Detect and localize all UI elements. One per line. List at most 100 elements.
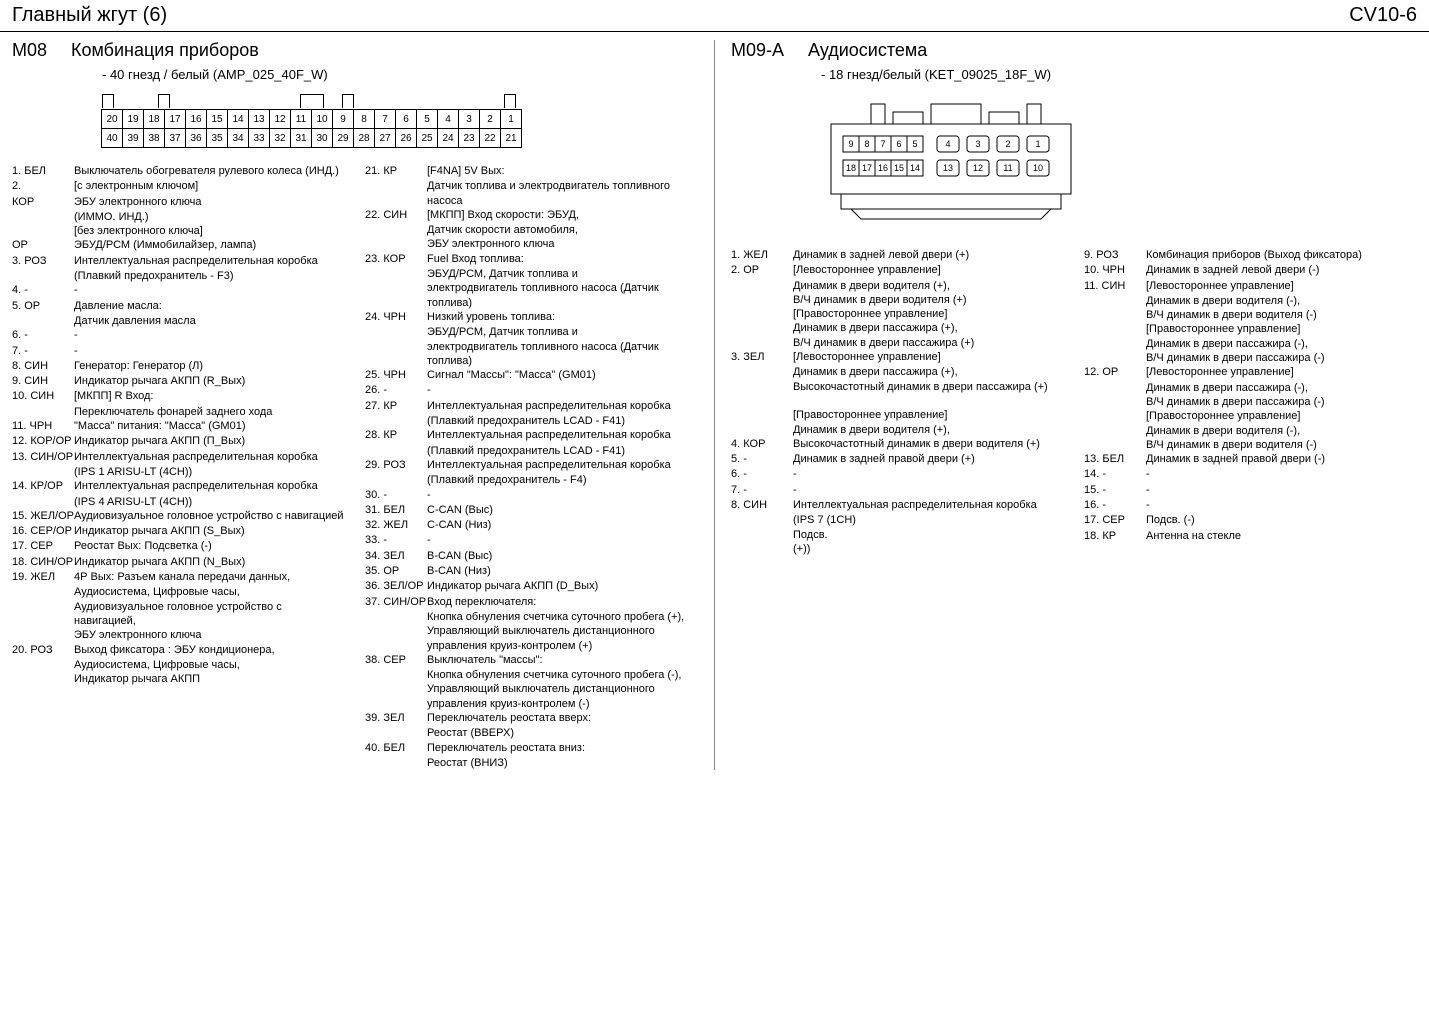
pin-row: 8. СИНИнтеллектуальная распределительная…	[731, 498, 1064, 512]
main: M08 Комбинация приборов - 40 гнезд / бел…	[0, 32, 1429, 778]
pin-num: 15. ЖЕЛ/ОР	[12, 509, 74, 523]
pin-desc: Индикатор рычага АКПП (R_Вых)	[74, 374, 345, 388]
pin-desc: [Левостороннее управление]	[793, 263, 1064, 277]
conn-cell: 14	[227, 109, 249, 129]
pin-num: 10. СИН	[12, 389, 74, 403]
pin-cont: Управляющий выключатель дистанционного	[427, 624, 698, 638]
pin-num: 1. БЕЛ	[12, 164, 74, 178]
conn-cell: 34	[227, 128, 249, 148]
pin-num: 1. ЖЕЛ	[731, 248, 793, 262]
pin-num: 5. ОР	[12, 299, 74, 313]
pin-num: 12. ОР	[1084, 365, 1146, 379]
pin-row: 27. КРИнтеллектуальная распределительная…	[365, 399, 698, 413]
pin-row: 15. --	[1084, 483, 1417, 497]
pin-row: 17. СЕРРеостат Вых: Подсветка (-)	[12, 539, 345, 553]
conn-cell: 33	[248, 128, 270, 148]
pin-row: 35. ОРB-CAN (Низ)	[365, 564, 698, 578]
conn-row1: 2019181716151413121110987654321	[102, 110, 698, 129]
svg-text:4: 4	[945, 139, 950, 149]
pin-num: 6. -	[12, 328, 74, 342]
pin-desc: Выключатель "массы":	[427, 653, 698, 667]
svg-text:15: 15	[894, 163, 904, 173]
pin-row: 8. СИНГенератор: Генератор (Л)	[12, 359, 345, 373]
pin-desc: Вход переключателя:	[427, 595, 698, 609]
pin-desc: -	[1146, 498, 1417, 512]
pin-desc: -	[1146, 483, 1417, 497]
pin-num: 4. -	[12, 283, 74, 297]
pin-desc: Аудиовизуальное головное устройство с на…	[74, 509, 345, 523]
conn-cell: 2	[479, 109, 501, 129]
pin-num: 26. -	[365, 383, 427, 397]
pin-num: 13. БЕЛ	[1084, 452, 1146, 466]
pin-desc: -	[427, 533, 698, 547]
m08-id: M08	[12, 40, 47, 61]
pin-row: 4. КОРВысокочастотный динамик в двери во…	[731, 437, 1064, 451]
svg-text:8: 8	[864, 139, 869, 149]
conn-cell: 19	[122, 109, 144, 129]
pin-num: 24. ЧРН	[365, 310, 427, 324]
pin-cont: В/Ч динамик в двери водителя (+)	[793, 293, 1064, 307]
pin-cont: Переключатель фонарей заднего хода	[74, 405, 345, 419]
pin-desc: B-CAN (Выс)	[427, 549, 698, 563]
pin-num: 6. -	[731, 467, 793, 481]
pin-desc: -	[1146, 467, 1417, 481]
pin-num: 39. ЗЕЛ	[365, 711, 427, 725]
pin-cont	[793, 394, 1064, 408]
pin-cont: Датчик скорости автомобиля,	[427, 223, 698, 237]
pin-cont: Динамик в двери водителя (-),	[1146, 294, 1417, 308]
m08-sub: - 40 гнезд / белый (AMP_025_40F_W)	[102, 67, 698, 82]
conn-cell: 29	[332, 128, 354, 148]
pin-row: 38. СЕРВыключатель "массы":	[365, 653, 698, 667]
conn-cell: 6	[395, 109, 417, 129]
pin-cont: [без электронного ключа]	[74, 224, 345, 238]
pin-row: 18. СИН/ОРИндикатор рычага АКПП (N_Вых)	[12, 555, 345, 569]
pin-cont: (ИММО. ИНД.)	[74, 210, 345, 224]
m09a-pins-left: 1. ЖЕЛДинамик в задней левой двери (+)2.…	[731, 248, 1064, 556]
pin-desc: Динамик в задней левой двери (+)	[793, 248, 1064, 262]
pin-num: 21. КР	[365, 164, 427, 178]
pin-desc: Высокочастотный динамик в двери водителя…	[793, 437, 1064, 451]
conn-cell: 12	[269, 109, 291, 129]
conn-cell: 28	[353, 128, 375, 148]
pin-row: 29. РОЗИнтеллектуальная распределительна…	[365, 458, 698, 472]
conn-cell: 24	[437, 128, 459, 148]
conn-cell: 16	[185, 109, 207, 129]
svg-text:3: 3	[975, 139, 980, 149]
pin-cont: (Плавкий предохранитель - F4)	[427, 473, 698, 487]
pin-desc: -	[74, 344, 345, 358]
svg-text:17: 17	[862, 163, 872, 173]
conn-cell: 36	[185, 128, 207, 148]
m09a-header: M09-A Аудиосистема	[731, 40, 1417, 61]
pin-desc: [F4NA] 5V Вых:	[427, 164, 698, 178]
conn-cell: 5	[416, 109, 438, 129]
svg-text:2: 2	[1005, 139, 1010, 149]
conn-cell: 18	[143, 109, 165, 129]
pin-num: 34. ЗЕЛ	[365, 549, 427, 563]
pin-cont: [Правостороннее управление]	[793, 307, 1064, 321]
pin-num: 3. ЗЕЛ	[731, 350, 793, 364]
conn-cell: 20	[101, 109, 123, 129]
conn-row2: 4039383736353433323130292827262524232221	[102, 129, 698, 148]
page-header: Главный жгут (6) CV10-6	[0, 0, 1429, 32]
pin-cont: Динамик в двери пассажира (+),	[793, 321, 1064, 335]
pin-cont: В/Ч динамик в двери водителя (-)	[1146, 308, 1417, 322]
pin-desc: 4Р Вых: Разъем канала передачи данных,	[74, 570, 345, 584]
m08-pins-right: 21. КР[F4NA] 5V Вых:Датчик топлива и эле…	[365, 164, 698, 770]
pin-desc: Низкий уровень топлива:	[427, 310, 698, 324]
pin-desc: Антенна на стекле	[1146, 529, 1417, 543]
pin-cont: Динамик в двери пассажира (-),	[1146, 337, 1417, 351]
pin-cont: ЭБУД/РСМ, Датчик топлива и	[427, 267, 698, 281]
pin-cont: электродвигатель топливного насоса (Датч…	[427, 340, 698, 369]
pin-cont: управления круиз-контролем (-)	[427, 697, 698, 711]
pin-desc: Интеллектуальная распределительная короб…	[427, 399, 698, 413]
svg-text:13: 13	[943, 163, 953, 173]
pin-desc: [с электронным ключом]	[74, 179, 345, 193]
pin-desc: ЭБУД/РСМ (Иммобилайзер, лампа)	[74, 238, 345, 252]
pin-desc: [МКПП] Вход скорости: ЭБУД,	[427, 208, 698, 222]
pin-row: 14. --	[1084, 467, 1417, 481]
pin-num: 16. СЕР/ОР	[12, 524, 74, 538]
pin-row: 39. ЗЕЛПереключатель реостата вверх:	[365, 711, 698, 725]
pin-num: 27. КР	[365, 399, 427, 413]
pin-row: 14. КР/ОРИнтеллектуальная распределитель…	[12, 479, 345, 493]
section-m09a: M09-A Аудиосистема - 18 гнезд/белый (KET…	[715, 40, 1417, 770]
